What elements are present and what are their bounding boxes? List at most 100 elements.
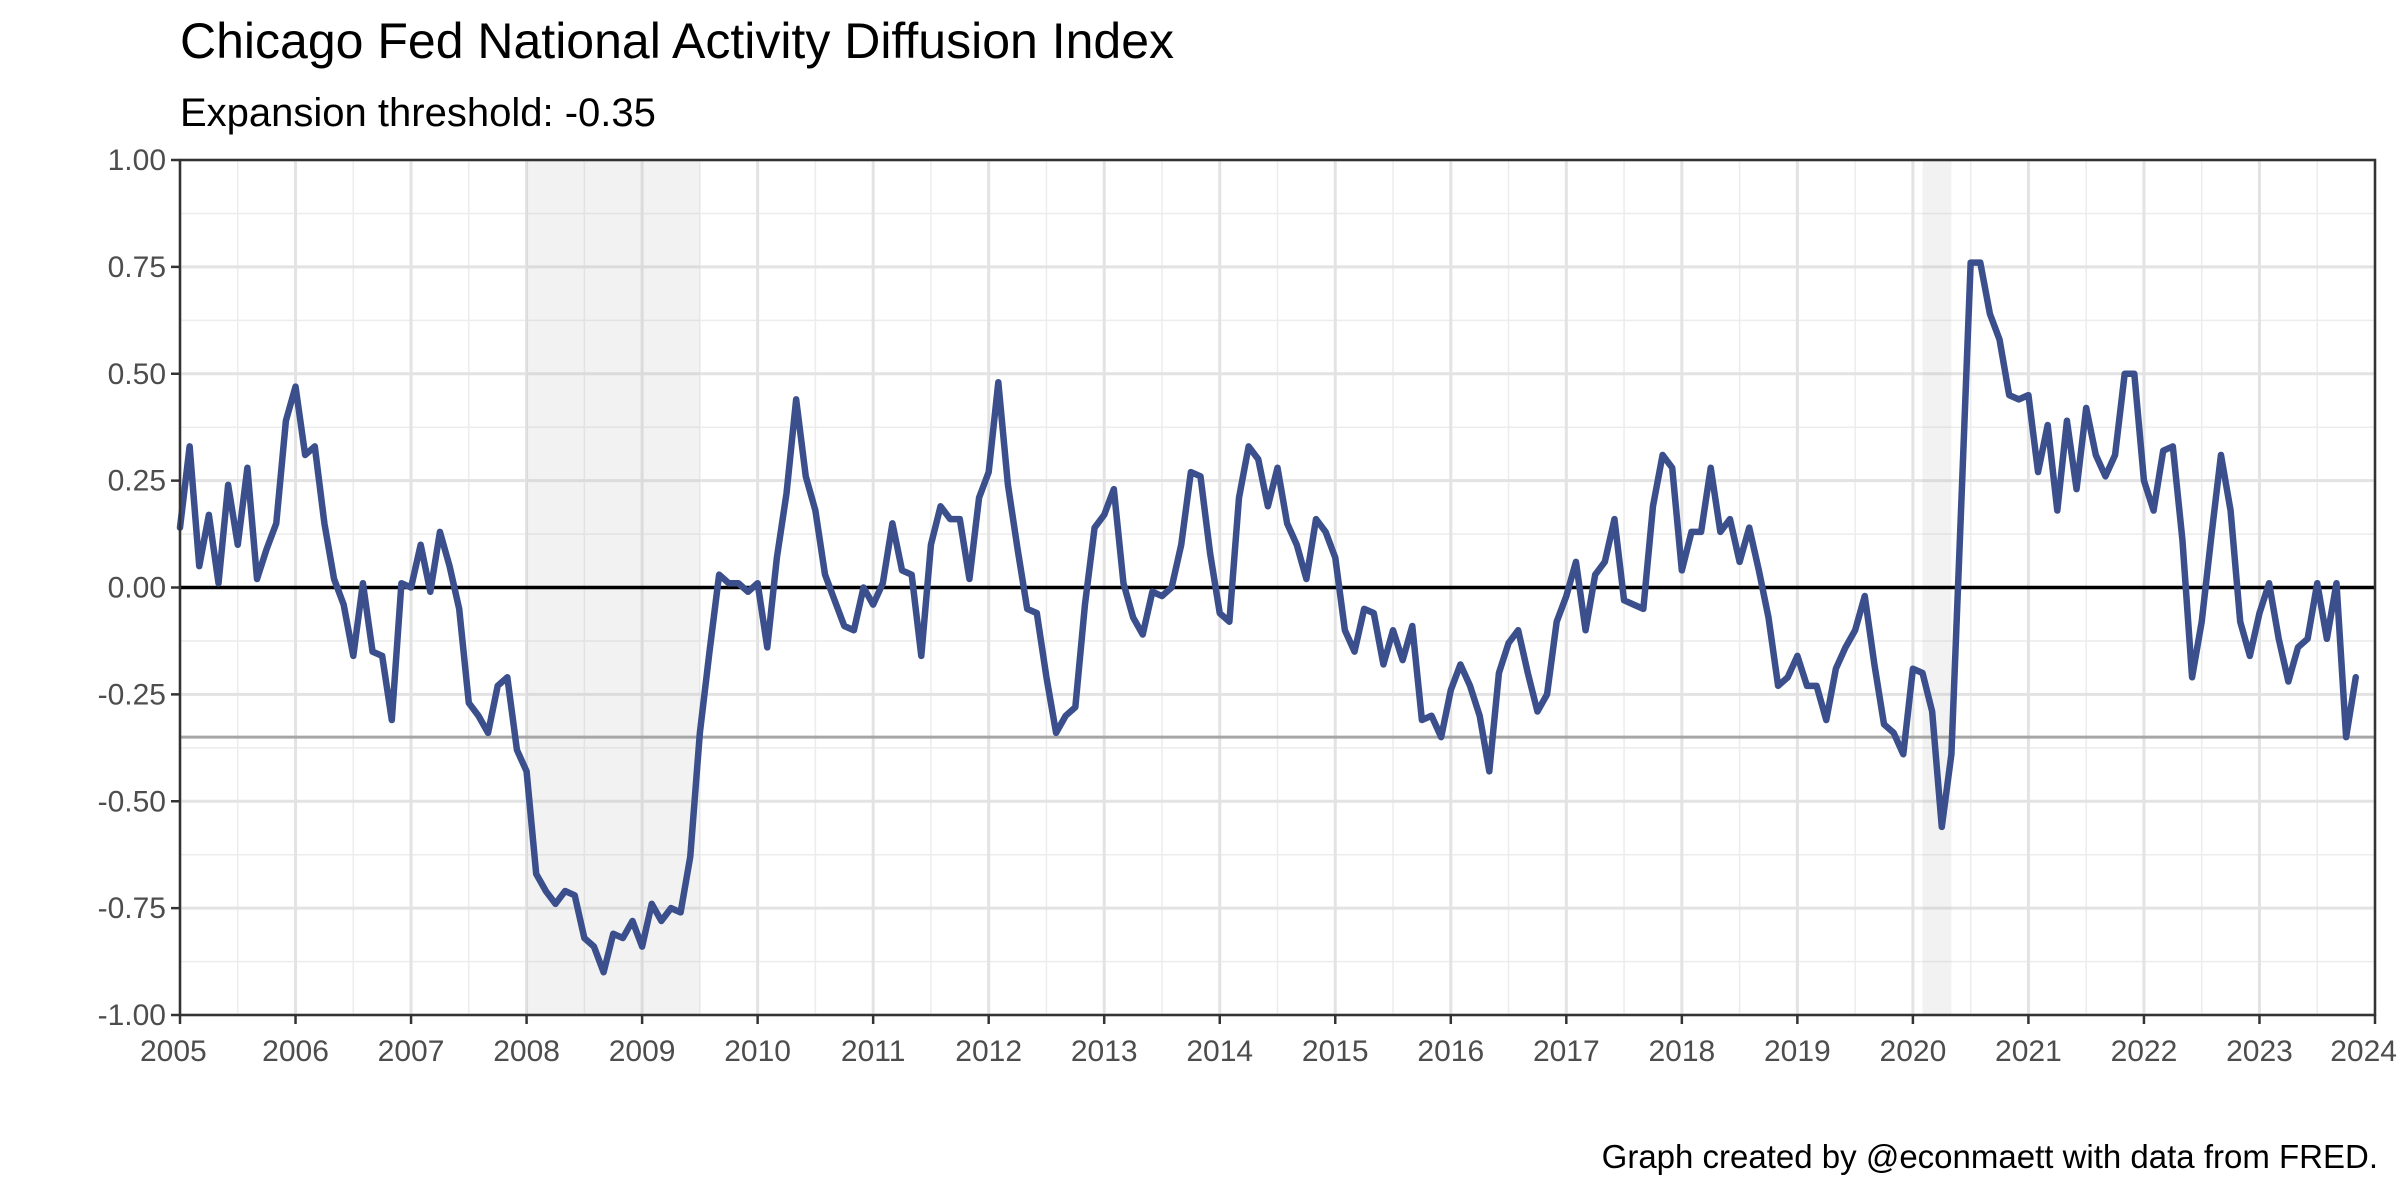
data-point: [1515, 627, 1521, 633]
data-point: [918, 653, 924, 659]
data-point: [1582, 627, 1588, 633]
plot-area: 1.00 0.75 0.50 0.25 0.00 -0.25 -0.50 -0.75 -1.00…: [98, 144, 2397, 1068]
data-point: [600, 969, 606, 975]
data-point: [2189, 674, 2195, 680]
data-point: [928, 542, 934, 548]
data-point: [1178, 542, 1184, 548]
chart-title: Chicago Fed National Activity Diffusion …: [180, 13, 1174, 69]
data-point: [812, 507, 818, 513]
data-point: [1111, 486, 1117, 492]
data-point: [783, 490, 789, 496]
data-point: [196, 563, 202, 569]
data-point: [312, 443, 318, 449]
data-point: [1255, 456, 1261, 462]
data-point: [1419, 717, 1425, 723]
data-point: [292, 383, 298, 389]
x-tick-label: 2017: [1533, 1035, 1600, 1068]
data-point: [2160, 448, 2166, 454]
data-point: [369, 648, 375, 654]
data-point: [831, 597, 837, 603]
x-tick-label: 2008: [493, 1035, 560, 1068]
data-point: [1428, 713, 1434, 719]
data-point: [687, 854, 693, 860]
data-point: [658, 918, 664, 924]
data-point: [1101, 512, 1107, 518]
data-point: [716, 571, 722, 577]
data-point: [1332, 554, 1338, 560]
data-point: [908, 571, 914, 577]
data-point: [1409, 623, 1415, 629]
data-point: [841, 623, 847, 629]
data-point: [523, 768, 529, 774]
x-tick-label: 2012: [955, 1035, 1022, 1068]
data-point: [1284, 520, 1290, 526]
data-point: [1024, 606, 1030, 612]
data-point: [2333, 580, 2339, 586]
data-point: [244, 465, 250, 471]
data-point: [1775, 683, 1781, 689]
chart-caption: Graph created by @econmaett with data fr…: [1602, 1138, 2378, 1175]
data-point: [2121, 371, 2127, 377]
data-point: [1476, 713, 1482, 719]
x-tick-label: 2011: [841, 1035, 906, 1068]
data-point: [552, 901, 558, 907]
data-point: [1852, 627, 1858, 633]
data-point: [2314, 580, 2320, 586]
data-point: [215, 580, 221, 586]
data-point: [389, 717, 395, 723]
data-point: [2199, 619, 2205, 625]
data-point: [639, 943, 645, 949]
data-point: [2353, 674, 2359, 680]
data-point: [1043, 674, 1049, 680]
data-point: [880, 580, 886, 586]
data-point: [2112, 452, 2118, 458]
data-point: [985, 469, 991, 475]
data-point: [408, 584, 414, 590]
x-tick-label: 2019: [1764, 1035, 1831, 1068]
data-point: [379, 653, 385, 659]
data-point: [1034, 610, 1040, 616]
y-tick-label: -0.50: [98, 785, 166, 818]
data-point: [1919, 670, 1925, 676]
data-point: [1987, 311, 1993, 317]
data-point: [225, 482, 231, 488]
data-point: [1611, 516, 1617, 522]
data-point: [263, 546, 269, 552]
data-point: [1226, 619, 1232, 625]
data-point: [1245, 443, 1251, 449]
data-point: [1592, 571, 1598, 577]
data-point: [966, 576, 972, 582]
data-point: [677, 909, 683, 915]
data-point: [2295, 644, 2301, 650]
data-point: [1813, 683, 1819, 689]
x-tick-label: 2006: [262, 1035, 329, 1068]
data-point: [1977, 259, 1983, 265]
data-point: [1063, 713, 1069, 719]
x-tick-label: 2016: [1417, 1035, 1484, 1068]
data-point: [1457, 661, 1463, 667]
data-point: [1967, 259, 1973, 265]
data-point: [2093, 452, 2099, 458]
x-tick-label: 2014: [1186, 1035, 1253, 1068]
x-tick-label: 2020: [1880, 1035, 1947, 1068]
data-point: [485, 730, 491, 736]
data-point: [1265, 503, 1271, 509]
data-point: [1794, 653, 1800, 659]
data-point: [1621, 597, 1627, 603]
data-point: [1120, 580, 1126, 586]
data-point: [2324, 636, 2330, 642]
data-point: [735, 580, 741, 586]
data-point: [254, 576, 260, 582]
y-tick-label: -0.75: [98, 892, 166, 925]
data-point: [1303, 576, 1309, 582]
data-point: [793, 396, 799, 402]
data-point: [2227, 507, 2233, 513]
x-tick-label: 2005: [140, 1035, 207, 1068]
data-point: [2208, 533, 2214, 539]
data-point: [1005, 482, 1011, 488]
data-point: [2073, 486, 2079, 492]
data-point: [1881, 721, 1887, 727]
data-point: [1082, 601, 1088, 607]
x-tick-label: 2024: [2330, 1035, 2397, 1068]
data-point: [1996, 336, 2002, 342]
